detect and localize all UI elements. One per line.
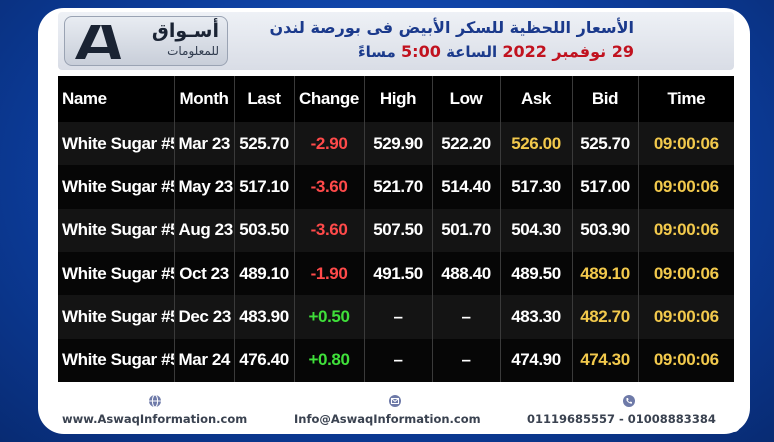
cell-ask: 526.00: [500, 122, 573, 166]
aswaq-logo: أسـواق للمعلومات: [64, 16, 228, 66]
logo-a-icon: [75, 25, 121, 59]
table-row: White Sugar #5 May 23 517.10 -3.60 521.7…: [58, 165, 734, 209]
cell-last: 483.90: [234, 295, 295, 339]
cell-bid: 517.00: [572, 165, 639, 209]
email-icon: [389, 395, 401, 407]
cell-ask: 517.30: [500, 165, 573, 209]
page-title: الأسعار اللحظية للسكر الأبيض فى بورصة لن…: [269, 18, 634, 37]
cell-month: Dec 23: [174, 295, 235, 339]
email-link[interactable]: Info@AswaqInformation.com: [294, 412, 481, 426]
col-header-ask: Ask: [500, 76, 573, 122]
logo-subtitle: للمعلومات: [167, 44, 219, 58]
table-row: White Sugar #5 Oct 23 489.10 -1.90 491.5…: [58, 251, 734, 296]
cell-ask: 504.30: [500, 208, 573, 252]
table-row: White Sugar #5 Mar 24 476.40 +0.80 – – 4…: [58, 338, 734, 382]
cell-high: 491.50: [364, 251, 433, 296]
cell-low: 501.70: [432, 208, 501, 252]
page-subtitle: 29 نوفمبر 2022 الساعة 5:00 مساءً: [358, 42, 634, 61]
cell-change: -3.60: [294, 165, 365, 209]
phone-numbers: 01119685557 - 01008883384: [527, 412, 716, 426]
table-row: White Sugar #5 Dec 23 483.90 +0.50 – – 4…: [58, 295, 734, 339]
cell-time: 09:00:06: [638, 165, 734, 209]
logo-name: أسـواق: [151, 20, 219, 42]
cell-last: 517.10: [234, 165, 295, 209]
cell-month: Mar 24: [174, 338, 235, 382]
cell-low: –: [432, 295, 501, 339]
globe-icon: [149, 394, 161, 408]
cell-name: White Sugar #5: [58, 208, 175, 252]
cell-bid: 489.10: [572, 251, 639, 296]
cell-low: 514.40: [432, 165, 501, 209]
cell-month: Mar 23: [174, 122, 235, 166]
website-link[interactable]: www.AswaqInformation.com: [62, 412, 248, 426]
cell-high: –: [364, 338, 433, 382]
cell-high: –: [364, 295, 433, 339]
cell-month: Oct 23: [174, 251, 235, 296]
cell-change: -2.90: [294, 122, 365, 166]
phone-icon: [623, 395, 635, 407]
cell-change: +0.80: [294, 338, 365, 382]
cell-name: White Sugar #5: [58, 338, 175, 382]
col-header-high: High: [364, 76, 433, 122]
cell-last: 489.10: [234, 251, 295, 296]
cell-name: White Sugar #5: [58, 295, 175, 339]
cell-high: 521.70: [364, 165, 433, 209]
cell-name: White Sugar #5: [58, 251, 175, 296]
cell-time: 09:00:06: [638, 338, 734, 382]
date-text: 29 نوفمبر 2022: [502, 42, 634, 61]
time-label: الساعة: [446, 43, 498, 61]
cell-last: 476.40: [234, 338, 295, 382]
cell-month: Aug 23: [174, 208, 235, 252]
cell-ask: 474.90: [500, 338, 573, 382]
table-row: White Sugar #5 Aug 23 503.50 -3.60 507.5…: [58, 208, 734, 252]
col-header-change: Change: [294, 76, 365, 122]
cell-ask: 489.50: [500, 251, 573, 296]
col-header-bid: Bid: [572, 76, 639, 122]
cell-low: 522.20: [432, 122, 501, 166]
col-header-name: Name: [58, 76, 175, 122]
cell-time: 09:00:06: [638, 295, 734, 339]
cell-high: 529.90: [364, 122, 433, 166]
cell-month: May 23: [174, 165, 235, 209]
cell-change: -3.60: [294, 208, 365, 252]
time-value: 5:00: [401, 42, 441, 61]
col-header-time: Time: [638, 76, 734, 122]
cell-change: +0.50: [294, 295, 365, 339]
cell-ask: 483.30: [500, 295, 573, 339]
cell-time: 09:00:06: [638, 122, 734, 166]
table-row: White Sugar #5 Mar 23 525.70 -2.90 529.9…: [58, 122, 734, 166]
cell-last: 503.50: [234, 208, 295, 252]
cell-low: –: [432, 338, 501, 382]
period-text: مساءً: [357, 43, 396, 61]
col-header-month: Month: [174, 76, 235, 122]
cell-name: White Sugar #5: [58, 165, 175, 209]
cell-time: 09:00:06: [638, 208, 734, 252]
table-header-row: Name Month Last Change High Low Ask Bid …: [58, 76, 734, 122]
prices-table-container: Name Month Last Change High Low Ask Bid …: [58, 76, 734, 382]
col-header-last: Last: [234, 76, 295, 122]
cell-last: 525.70: [234, 122, 295, 166]
cell-bid: 474.30: [572, 338, 639, 382]
cell-high: 507.50: [364, 208, 433, 252]
cell-bid: 525.70: [572, 122, 639, 166]
cell-name: White Sugar #5: [58, 122, 175, 166]
prices-table: Name Month Last Change High Low Ask Bid …: [58, 76, 734, 382]
cell-bid: 503.90: [572, 208, 639, 252]
cell-low: 488.40: [432, 251, 501, 296]
col-header-low: Low: [432, 76, 501, 122]
cell-time: 09:00:06: [638, 251, 734, 296]
cell-bid: 482.70: [572, 295, 639, 339]
cell-change: -1.90: [294, 251, 365, 296]
